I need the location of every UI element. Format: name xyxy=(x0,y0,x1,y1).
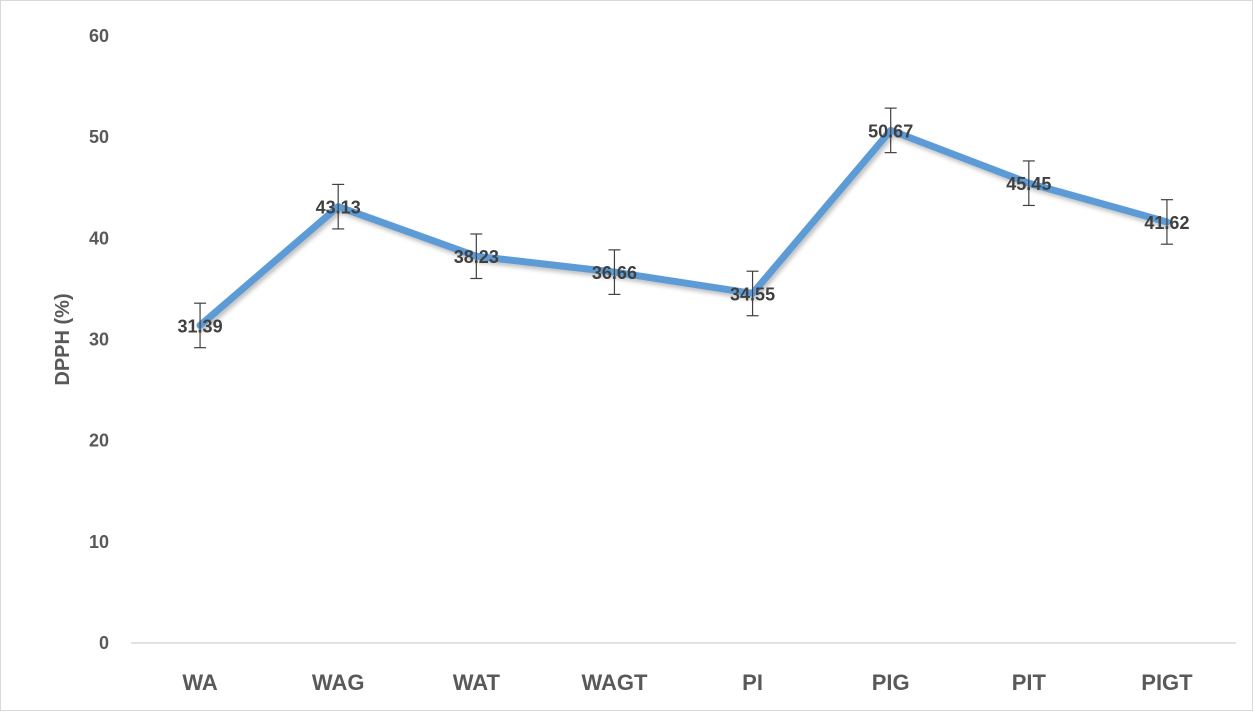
y-axis-title: DPPH (%) xyxy=(52,293,74,385)
data-label: 50.67 xyxy=(868,121,913,141)
y-tick-label: 60 xyxy=(89,26,109,46)
x-axis-ticks: WA WAG WAT WAGT PI PIG PIT PIGT xyxy=(182,670,1193,695)
error-bar xyxy=(1160,199,1173,245)
x-tick-label: PI xyxy=(742,670,763,695)
x-tick-label: PIG xyxy=(872,670,910,695)
data-label: 34.55 xyxy=(730,284,775,304)
y-tick-label: 20 xyxy=(89,431,109,451)
y-axis-ticks: 0 10 20 30 40 50 60 xyxy=(89,26,109,653)
x-tick-label: PIT xyxy=(1012,670,1047,695)
y-tick-label: 10 xyxy=(89,532,109,552)
data-label: 38.23 xyxy=(454,247,499,267)
data-label: 45.45 xyxy=(1006,174,1051,194)
error-bar xyxy=(194,302,207,349)
error-bar xyxy=(332,183,345,230)
y-tick-label: 50 xyxy=(89,127,109,147)
data-label: 36.66 xyxy=(592,263,637,283)
series-line xyxy=(196,126,1171,329)
x-tick-label: WAT xyxy=(453,670,501,695)
y-tick-label: 40 xyxy=(89,228,109,248)
error-bar xyxy=(746,270,759,317)
error-bar xyxy=(608,249,621,295)
error-bar xyxy=(884,107,897,154)
error-bar xyxy=(470,233,483,280)
error-bars xyxy=(194,107,1173,349)
x-tick-label: WAGT xyxy=(581,670,648,695)
x-tick-label: WAG xyxy=(312,670,365,695)
y-tick-label: 30 xyxy=(89,330,109,350)
error-bar xyxy=(1022,160,1035,207)
x-tick-label: PIGT xyxy=(1141,670,1193,695)
data-label: 41.62 xyxy=(1144,213,1189,233)
series-layer xyxy=(196,126,1171,329)
x-tick-label: WA xyxy=(182,670,218,695)
data-label: 43.13 xyxy=(316,198,361,218)
data-label: 31.39 xyxy=(178,316,223,336)
data-labels: 31.39 43.13 38.23 36.66 34.55 50.67 45.45 41.62 xyxy=(178,121,1190,336)
y-tick-label: 0 xyxy=(99,633,109,653)
